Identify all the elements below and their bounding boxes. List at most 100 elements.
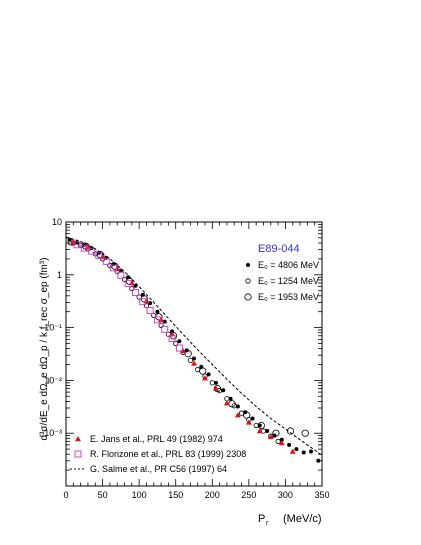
- legend-marker: [246, 263, 250, 267]
- data-point: [301, 450, 306, 455]
- y-tick-label: 10: [52, 217, 62, 227]
- data-point: [95, 252, 103, 260]
- data-point: [158, 322, 164, 329]
- data-point: [279, 437, 284, 442]
- data-point: [301, 429, 309, 437]
- x-tick-label: 150: [168, 490, 183, 500]
- legend-marker: [75, 436, 81, 442]
- data-point: [73, 241, 81, 249]
- data-point: [256, 428, 263, 434]
- series-3: [70, 238, 296, 454]
- x-tick-label: 100: [132, 490, 147, 500]
- data-point: [245, 419, 252, 425]
- data-point: [223, 400, 230, 406]
- x-axis-label-symbol: P: [258, 513, 265, 525]
- data-point: [128, 279, 135, 286]
- data-point: [309, 449, 314, 454]
- x-tick-label: 300: [278, 490, 293, 500]
- data-point: [235, 404, 240, 409]
- data-point: [257, 421, 265, 430]
- data-point: [148, 301, 153, 306]
- data-point: [267, 433, 274, 440]
- data-point: [257, 423, 262, 428]
- data-point: [124, 280, 132, 288]
- data-point: [173, 340, 179, 347]
- data-point: [187, 357, 193, 363]
- data-point: [221, 388, 226, 393]
- x-tick-label: 200: [205, 490, 220, 500]
- y-tick-label: 10⁻³: [44, 428, 62, 438]
- data-point: [250, 416, 255, 421]
- x-axis-label: P r (MeV/c): [258, 513, 322, 527]
- x-tick-label: 50: [98, 490, 108, 500]
- series-4: [73, 241, 183, 352]
- x-tick-label: 0: [63, 490, 68, 500]
- data-point: [153, 316, 161, 324]
- series-line-5: [65, 236, 323, 456]
- data-point: [231, 403, 237, 409]
- data-point: [275, 438, 281, 444]
- data-point: [278, 440, 285, 446]
- series-1: [70, 240, 281, 444]
- data-point: [184, 350, 192, 358]
- plot-frame: [65, 221, 323, 487]
- data-marks: [65, 236, 323, 463]
- x-tick-labels: 0 50 100 150 200 250 300 350: [63, 490, 329, 500]
- data-point: [143, 297, 150, 304]
- x-tick-label: 350: [314, 490, 329, 500]
- data-point: [102, 257, 110, 265]
- data-point: [80, 244, 88, 252]
- data-point: [191, 360, 197, 366]
- data-point: [132, 289, 139, 297]
- legend-marker: [244, 293, 252, 301]
- data-point: [99, 253, 106, 259]
- y-tick-label: 1: [57, 270, 62, 280]
- data-point: [88, 247, 96, 255]
- data-point: [209, 380, 215, 386]
- data-point: [168, 335, 176, 343]
- data-point: [289, 448, 296, 454]
- data-point: [228, 396, 233, 401]
- data-point: [287, 442, 292, 447]
- legend-marker: [245, 278, 251, 284]
- data-point: [201, 375, 208, 381]
- data-point: [146, 307, 154, 315]
- legend-label: E₀ = 1254 MeV: [258, 276, 319, 286]
- legend-references: E. Jans et al., PRL 49 (1982) 974 R. Flor…: [70, 434, 246, 474]
- legend-label: E₀ = 1953 MeV: [258, 292, 319, 302]
- chart-title: E89-044: [258, 243, 300, 255]
- legend-marker: [74, 450, 82, 458]
- data-point: [265, 429, 270, 434]
- data-point: [161, 325, 169, 333]
- legend-label: R. Florizone et al., PRL 83 (1999) 2308: [90, 449, 246, 459]
- legend-label: E₀ = 4806 MeV: [258, 260, 319, 270]
- data-point: [114, 265, 121, 271]
- data-point: [158, 316, 165, 323]
- data-point: [117, 271, 125, 279]
- y-tick-label: 10⁻²: [44, 375, 62, 385]
- data-point: [155, 309, 160, 314]
- data-point: [175, 344, 183, 352]
- data-point: [169, 331, 176, 337]
- x-axis-label-unit: (MeV/c): [283, 513, 322, 525]
- data-point: [143, 303, 150, 309]
- data-point: [213, 380, 218, 385]
- legend-energies: E₀ = 4806 MeV E₀ = 1254 MeV E₀ = 1953 MeV: [244, 260, 319, 302]
- data-point: [212, 385, 219, 391]
- y-tick-label: 10⁻¹: [44, 323, 62, 333]
- data-point: [199, 367, 207, 375]
- data-point: [180, 348, 187, 354]
- data-point: [192, 356, 196, 361]
- data-point: [70, 238, 77, 245]
- data-point: [272, 429, 280, 437]
- legend-label: E. Jans et al., PRL 49 (1982) 974: [90, 434, 223, 444]
- data-point: [84, 243, 91, 249]
- data-point: [316, 458, 321, 463]
- data-point: [213, 384, 222, 393]
- data-point: [294, 447, 299, 452]
- data-point: [110, 264, 117, 272]
- y-axis-label: d³σ/dE_e dΩ_e dΩ_p / k f_rec σ_ep (fm³): [39, 258, 50, 441]
- data-point: [139, 298, 147, 306]
- data-point: [129, 285, 135, 292]
